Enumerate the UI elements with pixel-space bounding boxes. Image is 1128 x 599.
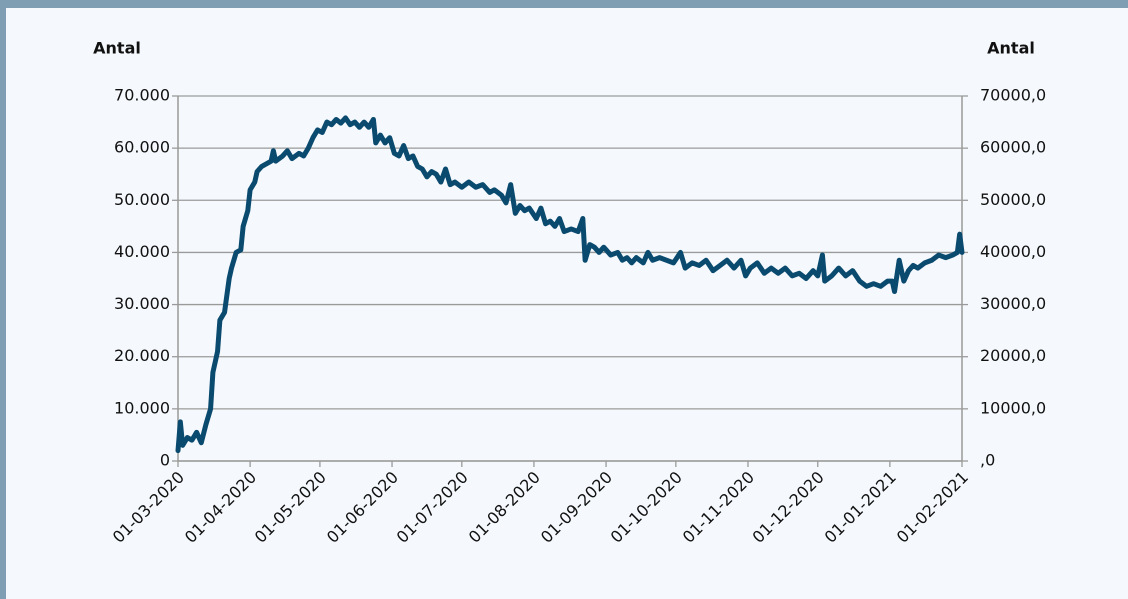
y-axis-title: Antal bbox=[93, 39, 141, 58]
panel bbox=[6, 8, 1128, 599]
x-tick-label: 01-02-2021 bbox=[893, 468, 972, 547]
x-tick-label: 01-07-2020 bbox=[393, 468, 472, 547]
x-tick-label: 01-10-2020 bbox=[607, 468, 686, 547]
y2-tick-label: 30000,0 bbox=[980, 294, 1046, 313]
y2-tick-label: 40000,0 bbox=[980, 242, 1046, 261]
y2-tick-label: 20000,0 bbox=[980, 346, 1046, 365]
x-tick-label: 01-01-2021 bbox=[821, 468, 900, 547]
data-line bbox=[175, 115, 965, 454]
y-tick-label: 40.000 bbox=[114, 242, 170, 261]
x-tick-label: 01-04-2020 bbox=[181, 468, 260, 547]
y2-tick-label: 10000,0 bbox=[980, 398, 1046, 417]
y-tick-label: 30.000 bbox=[114, 294, 170, 313]
x-tick-label: 01-06-2020 bbox=[323, 468, 402, 547]
y2-axis-title: Antal bbox=[987, 39, 1035, 58]
y-tick-label: 60.000 bbox=[114, 138, 170, 157]
y2-tick-label: 70000,0 bbox=[980, 86, 1046, 105]
y2-tick-label: 50000,0 bbox=[980, 190, 1046, 209]
x-tick-label: 01-12-2020 bbox=[749, 468, 828, 547]
y2-tick-label: 60000,0 bbox=[980, 138, 1046, 157]
x-tick-label: 01-09-2020 bbox=[537, 468, 616, 547]
y-tick-label: 50.000 bbox=[114, 190, 170, 209]
y-tick-label: 0 bbox=[160, 451, 170, 470]
x-tick-label: 01-11-2020 bbox=[679, 468, 758, 547]
y-tick-label: 20.000 bbox=[114, 346, 170, 365]
x-tick-label: 01-05-2020 bbox=[251, 468, 330, 547]
y-tick-label: 70.000 bbox=[114, 86, 170, 105]
y-tick-label: 10.000 bbox=[114, 398, 170, 417]
y2-tick-label: ,0 bbox=[980, 451, 995, 470]
x-tick-label: 01-08-2020 bbox=[465, 468, 544, 547]
x-tick-label: 01-03-2020 bbox=[109, 468, 188, 547]
